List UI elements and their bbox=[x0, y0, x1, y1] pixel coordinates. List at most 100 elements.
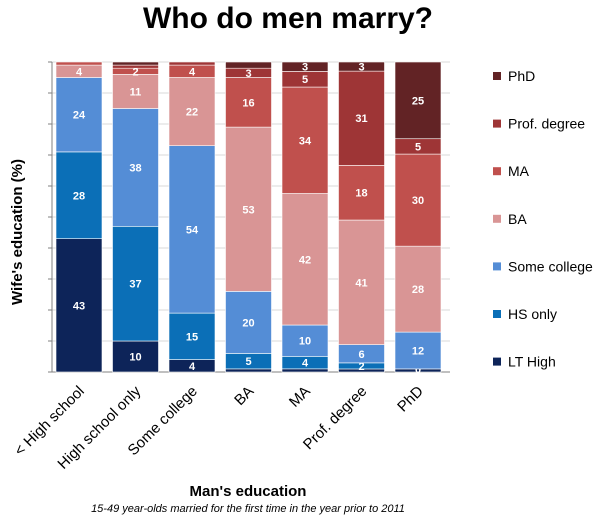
bar-segment bbox=[394, 331, 442, 370]
bar-value-label: 31 bbox=[355, 113, 367, 125]
bar-segment bbox=[338, 165, 385, 221]
legend-swatch bbox=[493, 72, 501, 80]
bar-value-label: 28 bbox=[73, 190, 85, 202]
legend-label: Some college bbox=[508, 258, 593, 274]
bar-segment bbox=[225, 291, 272, 354]
bar-value-label: 5 bbox=[302, 74, 308, 86]
bar-segment bbox=[394, 61, 442, 140]
bar-segment bbox=[112, 340, 159, 373]
bar-value-label: 28 bbox=[412, 284, 424, 296]
legend-label: MA bbox=[508, 163, 530, 179]
bar-segment bbox=[281, 86, 329, 194]
bar-segment bbox=[112, 108, 159, 227]
chart-note: 15-49 year-olds married for the first ti… bbox=[91, 503, 405, 515]
bar-value-label: 15 bbox=[186, 331, 198, 343]
x-tick-label: PhD bbox=[394, 383, 427, 416]
bar-group: 0 12 28 30 5 25 bbox=[394, 61, 442, 376]
legend-label: PhD bbox=[508, 68, 535, 84]
bar-value-label: 22 bbox=[186, 107, 198, 119]
bar-value-label: 34 bbox=[299, 135, 312, 147]
bar-value-label: 5 bbox=[415, 141, 421, 153]
bar-value-label: 42 bbox=[299, 254, 311, 266]
legend-swatch bbox=[493, 310, 501, 318]
bar-value-label: 6 bbox=[358, 349, 364, 361]
x-axis-label: Man's education bbox=[190, 483, 307, 500]
bar-value-label: 4 bbox=[189, 361, 196, 373]
legend-item: PhD bbox=[493, 68, 535, 84]
bar-group: 4 10 42 34 53 bbox=[281, 61, 329, 373]
legend-item: MA bbox=[493, 163, 530, 179]
bar-value-label: 43 bbox=[73, 300, 85, 312]
x-tick-label: BA bbox=[231, 383, 257, 409]
bar-segment bbox=[338, 219, 385, 345]
legend-label: LT High bbox=[508, 354, 556, 370]
chart-title: Who do men marry? bbox=[143, 2, 433, 35]
bar-value-label: 12 bbox=[412, 346, 424, 358]
bar-value-label: 54 bbox=[186, 224, 199, 236]
bar-segment bbox=[112, 64, 159, 69]
bar-value-label: 20 bbox=[242, 317, 254, 329]
bar-value-label: 3 bbox=[302, 62, 308, 74]
bar-value-label: 4 bbox=[189, 66, 196, 78]
legend-swatch bbox=[493, 357, 501, 366]
bar-group: 10 37 38 11 2 bbox=[112, 61, 159, 373]
bar-segment bbox=[338, 61, 385, 72]
legend-swatch bbox=[493, 262, 501, 271]
bar-segment bbox=[225, 368, 272, 373]
legend-item: Some college bbox=[493, 258, 593, 274]
bar-segment bbox=[168, 312, 216, 360]
bar-value-label: 2 bbox=[358, 361, 364, 373]
bar-segment bbox=[225, 126, 272, 292]
legend-label: HS only bbox=[508, 306, 557, 322]
bar-segment bbox=[281, 193, 329, 326]
legend-swatch bbox=[493, 214, 501, 223]
bar-segment bbox=[55, 238, 103, 373]
bars: 4328244103738112415542245205316341042345… bbox=[55, 61, 442, 376]
legend-item: Prof. degree bbox=[493, 116, 585, 132]
bar-group: 4 15 54 22 4 bbox=[168, 61, 216, 373]
bar-segment bbox=[55, 61, 103, 66]
bar-segment bbox=[168, 61, 216, 66]
bar-value-label: 37 bbox=[129, 279, 141, 291]
bar-value-label: 41 bbox=[355, 277, 367, 289]
bar-value-label: 4 bbox=[302, 358, 309, 370]
legend-label: Prof. degree bbox=[508, 116, 585, 132]
bar-segment bbox=[112, 74, 159, 109]
y-axis-label: Wife's education (%) bbox=[9, 159, 26, 305]
bar-value-label: 3 bbox=[245, 68, 251, 80]
bar-segment bbox=[394, 245, 442, 333]
bar-value-label: 5 bbox=[245, 356, 251, 368]
bar-value-label: 3 bbox=[358, 62, 364, 74]
legend-item: BA bbox=[493, 211, 527, 227]
bar-segment bbox=[55, 151, 103, 239]
legend-item: LT High bbox=[493, 354, 556, 370]
bar-value-label: 38 bbox=[129, 162, 141, 174]
bar-segment bbox=[112, 61, 159, 66]
bar-value-label: 24 bbox=[73, 110, 86, 122]
bar-value-label: 11 bbox=[130, 86, 142, 98]
bar-value-label: 0 bbox=[415, 364, 421, 376]
bar-value-label: 10 bbox=[129, 352, 141, 364]
bar-value-label: 16 bbox=[242, 97, 254, 109]
bar-segment bbox=[112, 226, 159, 342]
bar-segment bbox=[338, 70, 385, 166]
bar-segment bbox=[225, 61, 272, 69]
x-tick-label: MA bbox=[286, 383, 314, 411]
legend-swatch bbox=[493, 119, 501, 128]
bar-value-label: 18 bbox=[355, 188, 367, 200]
bar-segment bbox=[281, 61, 329, 72]
bar-value-label: 2 bbox=[132, 66, 138, 78]
legend-label: BA bbox=[508, 211, 527, 227]
bar-value-label: 10 bbox=[299, 336, 311, 348]
bar-group: 26 41 18 31 3 bbox=[338, 61, 385, 373]
bar-segment bbox=[168, 145, 216, 314]
bar-segment bbox=[225, 77, 272, 128]
bar-value-label: 4 bbox=[76, 66, 83, 78]
bar-value-label: 30 bbox=[412, 195, 424, 207]
legend-swatch bbox=[493, 167, 501, 176]
bar-value-label: 53 bbox=[242, 204, 254, 216]
bar-group: 43 28 24 4 bbox=[55, 61, 103, 373]
bar-value-label: 25 bbox=[412, 95, 424, 107]
